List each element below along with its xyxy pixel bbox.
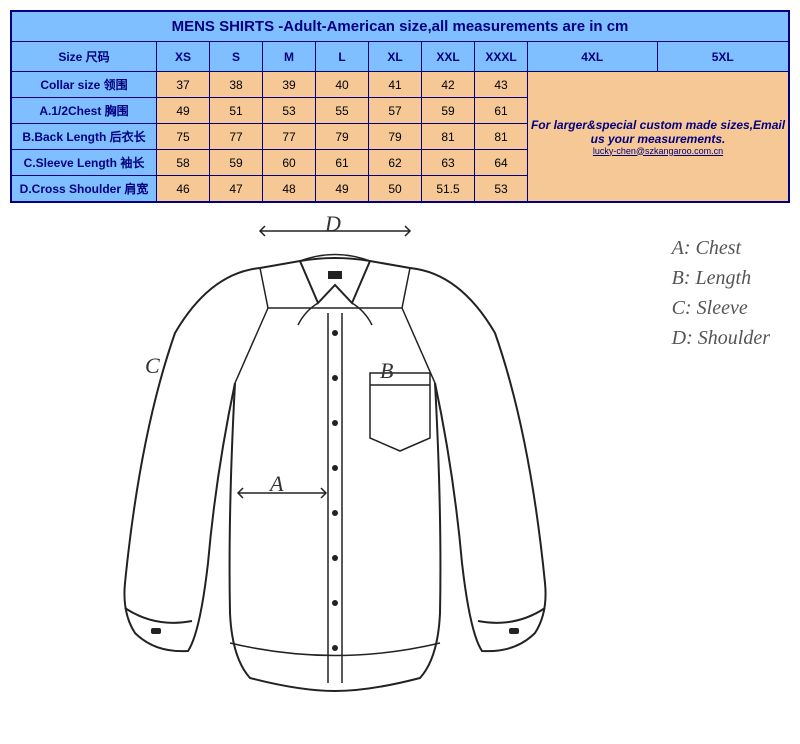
data-cell: 77 xyxy=(263,124,316,150)
data-cell: 48 xyxy=(263,176,316,203)
data-cell: 47 xyxy=(210,176,263,203)
data-cell: 62 xyxy=(369,150,422,176)
legend-b: B: Length xyxy=(672,263,770,293)
data-cell: 61 xyxy=(316,150,369,176)
col-header: XL xyxy=(369,42,422,72)
diagram-label-b: B xyxy=(380,358,393,384)
data-cell: 53 xyxy=(475,176,528,203)
row-label: D.Cross Shoulder 肩宽 xyxy=(11,176,157,203)
diagram-label-d: D xyxy=(325,211,341,237)
legend-d: D: Shoulder xyxy=(672,323,770,353)
col-header: L xyxy=(316,42,369,72)
data-cell: 77 xyxy=(210,124,263,150)
data-cell: 41 xyxy=(369,72,422,98)
data-cell: 61 xyxy=(475,98,528,124)
row-label: C.Sleeve Length 袖长 xyxy=(11,150,157,176)
data-cell: 37 xyxy=(157,72,210,98)
data-cell: 50 xyxy=(369,176,422,203)
data-cell: 51.5 xyxy=(422,176,475,203)
legend: A: Chest B: Length C: Sleeve D: Shoulder xyxy=(672,233,770,353)
data-cell: 63 xyxy=(422,150,475,176)
data-cell: 81 xyxy=(475,124,528,150)
note-cell: For larger&special custom made sizes,Ema… xyxy=(528,72,790,203)
col-header: 5XL xyxy=(657,42,789,72)
table-title: MENS SHIRTS -Adult-American size,all mea… xyxy=(11,11,789,42)
data-cell: 59 xyxy=(210,150,263,176)
data-cell: 38 xyxy=(210,72,263,98)
col-header: XXL xyxy=(422,42,475,72)
shirt-illustration xyxy=(100,213,570,703)
row-label: B.Back Length 后衣长 xyxy=(11,124,157,150)
diagram-label-c: C xyxy=(145,353,160,379)
table-header-row: Size 尺码 XS S M L XL XXL XXXL 4XL 5XL xyxy=(11,42,789,72)
col-header: M xyxy=(263,42,316,72)
data-cell: 46 xyxy=(157,176,210,203)
data-cell: 79 xyxy=(369,124,422,150)
col-header: XS xyxy=(157,42,210,72)
col-header: S xyxy=(210,42,263,72)
col-header: 4XL xyxy=(528,42,658,72)
legend-c: C: Sleeve xyxy=(672,293,770,323)
data-cell: 53 xyxy=(263,98,316,124)
data-cell: 59 xyxy=(422,98,475,124)
note-text: For larger&special custom made sizes,Ema… xyxy=(530,118,786,146)
col-header: XXXL xyxy=(475,42,528,72)
size-chart-table: MENS SHIRTS -Adult-American size,all mea… xyxy=(10,10,790,203)
data-cell: 55 xyxy=(316,98,369,124)
data-cell: 51 xyxy=(210,98,263,124)
data-cell: 60 xyxy=(263,150,316,176)
data-cell: 64 xyxy=(475,150,528,176)
data-cell: 57 xyxy=(369,98,422,124)
shirt-diagram: D B A C A: Chest B: Length C: Sleeve D: … xyxy=(10,213,790,713)
data-cell: 49 xyxy=(157,98,210,124)
data-cell: 40 xyxy=(316,72,369,98)
legend-a: A: Chest xyxy=(672,233,770,263)
data-cell: 49 xyxy=(316,176,369,203)
data-cell: 58 xyxy=(157,150,210,176)
data-cell: 75 xyxy=(157,124,210,150)
data-cell: 79 xyxy=(316,124,369,150)
data-cell: 81 xyxy=(422,124,475,150)
data-cell: 39 xyxy=(263,72,316,98)
note-email: lucky-chen@szkangaroo.com.cn xyxy=(530,146,786,156)
table-row: Collar size 领围 37 38 39 40 41 42 43 For … xyxy=(11,72,789,98)
diagram-label-a: A xyxy=(270,471,283,497)
row-label: A.1/2Chest 胸围 xyxy=(11,98,157,124)
data-cell: 42 xyxy=(422,72,475,98)
data-cell: 43 xyxy=(475,72,528,98)
size-label-header: Size 尺码 xyxy=(11,42,157,72)
row-label: Collar size 领围 xyxy=(11,72,157,98)
